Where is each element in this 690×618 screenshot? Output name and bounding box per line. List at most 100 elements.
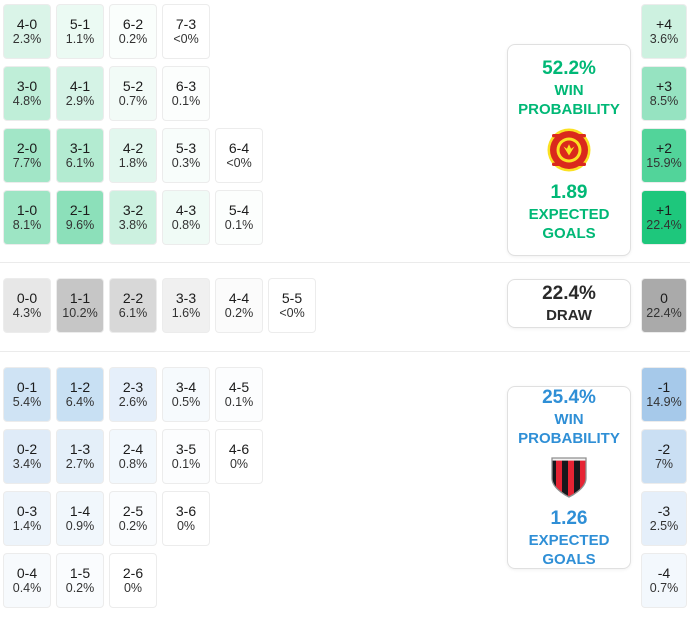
cell-probability: 22.4% [646, 306, 682, 321]
cell-score-label: 1-3 [69, 441, 91, 458]
cell-probability: 0.1% [224, 395, 254, 410]
cell-probability: 2.9% [65, 94, 95, 109]
away-xg-label-line2: GOALS [542, 550, 596, 568]
cell-score-label: 6-3 [175, 78, 197, 95]
cell-score-label: 4-5 [228, 379, 250, 396]
score-cell-2-0: 2-0 7.7% [3, 128, 51, 183]
cell-probability: 1.1% [65, 32, 95, 47]
score-cell-0-3: 0-3 1.4% [3, 491, 51, 546]
cell-score-label: 0-4 [16, 565, 38, 582]
section-divider [0, 351, 690, 352]
grid-row: 0-2 3.4% 1-3 2.7% 2-4 0.8% 3-5 0.1% 4-6 0% [3, 429, 263, 484]
score-cell-4-6: 4-6 0% [215, 429, 263, 484]
cell-score-label: 2-2 [122, 290, 144, 307]
cell-probability: 0.4% [12, 581, 42, 596]
cell-probability: 14.9% [646, 395, 682, 410]
cell-score-label: 6-4 [228, 140, 250, 157]
margin-cell--2: -2 7% [641, 429, 687, 484]
score-cell-1-5: 1-5 0.2% [56, 553, 104, 608]
cell-score-label: 0-0 [16, 290, 38, 307]
score-cell-4-1: 4-1 2.9% [56, 66, 104, 121]
score-cell-3-5: 3-5 0.1% [162, 429, 210, 484]
cell-score-label: 3-5 [175, 441, 197, 458]
score-cell-0-2: 0-2 3.4% [3, 429, 51, 484]
cell-score-label: 2-4 [122, 441, 144, 458]
home-score-grid: 4-0 2.3% 5-1 1.1% 6-2 0.2% 7-3 <0% 3-0 4.8% 4-1 2.9… [3, 4, 263, 245]
score-cell-1-2: 1-2 6.4% [56, 367, 104, 422]
grid-row: 1-0 8.1% 2-1 9.6% 3-2 3.8% 4-3 0.8% 5-4 0.1% [3, 190, 263, 245]
cell-probability: 6.1% [118, 306, 148, 321]
score-cell-4-5: 4-5 0.1% [215, 367, 263, 422]
score-cell-3-4: 3-4 0.5% [162, 367, 210, 422]
cell-score-label: -1 [657, 379, 671, 396]
away-win-panel: 25.4% WIN PROBABILITY 1.26 [507, 386, 631, 569]
margin-cell-+3: +3 8.5% [641, 66, 687, 121]
cell-probability: 7% [654, 457, 674, 472]
cell-probability: 2.6% [118, 395, 148, 410]
margin-cell-0: 0 22.4% [641, 278, 687, 333]
cell-probability: 3.6% [649, 32, 679, 47]
cell-score-label: 1-1 [69, 290, 91, 307]
score-cell-5-4: 5-4 0.1% [215, 190, 263, 245]
draw-panel: 22.4% DRAW [507, 279, 631, 328]
score-cell-7-3: 7-3 <0% [162, 4, 210, 59]
grid-row: 0-1 5.4% 1-2 6.4% 2-3 2.6% 3-4 0.5% 4-5 0.1% [3, 367, 263, 422]
score-cell-1-0: 1-0 8.1% [3, 190, 51, 245]
cell-score-label: 5-2 [122, 78, 144, 95]
cell-probability: 8.1% [12, 218, 42, 233]
score-cell-3-1: 3-1 6.1% [56, 128, 104, 183]
grid-row: 0-4 0.4% 1-5 0.2% 2-6 0% [3, 553, 263, 608]
cell-probability: 0.1% [171, 94, 201, 109]
score-cell-5-1: 5-1 1.1% [56, 4, 104, 59]
cell-probability: 10.2% [62, 306, 98, 321]
score-cell-4-4: 4-4 0.2% [215, 278, 263, 333]
away-win-probability-value: 25.4% [542, 387, 596, 409]
home-win-panel: 52.2% WIN PROBABILITY 1.89 EXPECTED GOAL… [507, 44, 631, 256]
score-cell-5-2: 5-2 0.7% [109, 66, 157, 121]
cell-probability: 6.4% [65, 395, 95, 410]
cell-probability: 0.9% [65, 519, 95, 534]
margin-cell--1: -1 14.9% [641, 367, 687, 422]
cell-probability: 0.7% [118, 94, 148, 109]
away-win-label-line2: PROBABILITY [518, 430, 620, 447]
cell-score-label: +1 [656, 202, 672, 219]
cell-probability: <0% [226, 156, 252, 171]
score-cell-4-0: 4-0 2.3% [3, 4, 51, 59]
cell-score-label: +2 [656, 140, 672, 157]
home-goal-margin-column: +4 3.6% +3 8.5% +2 15.9% +1 22.4% [641, 4, 687, 245]
score-cell-2-5: 2-5 0.2% [109, 491, 157, 546]
cell-score-label: 4-6 [228, 441, 250, 458]
grid-row: 0-3 1.4% 1-4 0.9% 2-5 0.2% 3-6 0% [3, 491, 263, 546]
cell-score-label: 1-5 [69, 565, 91, 582]
cell-probability: 7.7% [12, 156, 42, 171]
cell-score-label: 6-2 [122, 16, 144, 33]
home-xg-label-line1: EXPECTED [528, 205, 610, 223]
cell-score-label: -2 [657, 441, 671, 458]
afc-bournemouth-crest [550, 456, 588, 499]
cell-score-label: 3-0 [16, 78, 38, 95]
cell-probability: 8.5% [649, 94, 679, 109]
score-cell-3-3: 3-3 1.6% [162, 278, 210, 333]
cell-score-label: +3 [656, 78, 672, 95]
away-xg-label-line1: EXPECTED [528, 531, 610, 549]
cell-probability: <0% [173, 32, 199, 47]
cell-score-label: 5-1 [69, 16, 91, 33]
cell-score-label: 5-3 [175, 140, 197, 157]
score-cell-2-1: 2-1 9.6% [56, 190, 104, 245]
cell-probability: 0.3% [171, 156, 201, 171]
cell-probability: 3.4% [12, 457, 42, 472]
cell-probability: <0% [279, 306, 305, 321]
cell-score-label: 4-2 [122, 140, 144, 157]
cell-probability: 0.5% [171, 395, 201, 410]
score-cell-1-1: 1-1 10.2% [56, 278, 104, 333]
cell-score-label: 0-2 [16, 441, 38, 458]
margin-cell-+1: +1 22.4% [641, 190, 687, 245]
cell-probability: 1.8% [118, 156, 148, 171]
cell-score-label: 5-5 [281, 290, 303, 307]
grid-row: 2-0 7.7% 3-1 6.1% 4-2 1.8% 5-3 0.3% 6-4 <0% [3, 128, 263, 183]
cell-probability: 5.4% [12, 395, 42, 410]
margin-cell--4: -4 0.7% [641, 553, 687, 608]
away-expected-goals-value: 1.26 [550, 508, 588, 529]
cell-probability: 0% [176, 519, 196, 534]
